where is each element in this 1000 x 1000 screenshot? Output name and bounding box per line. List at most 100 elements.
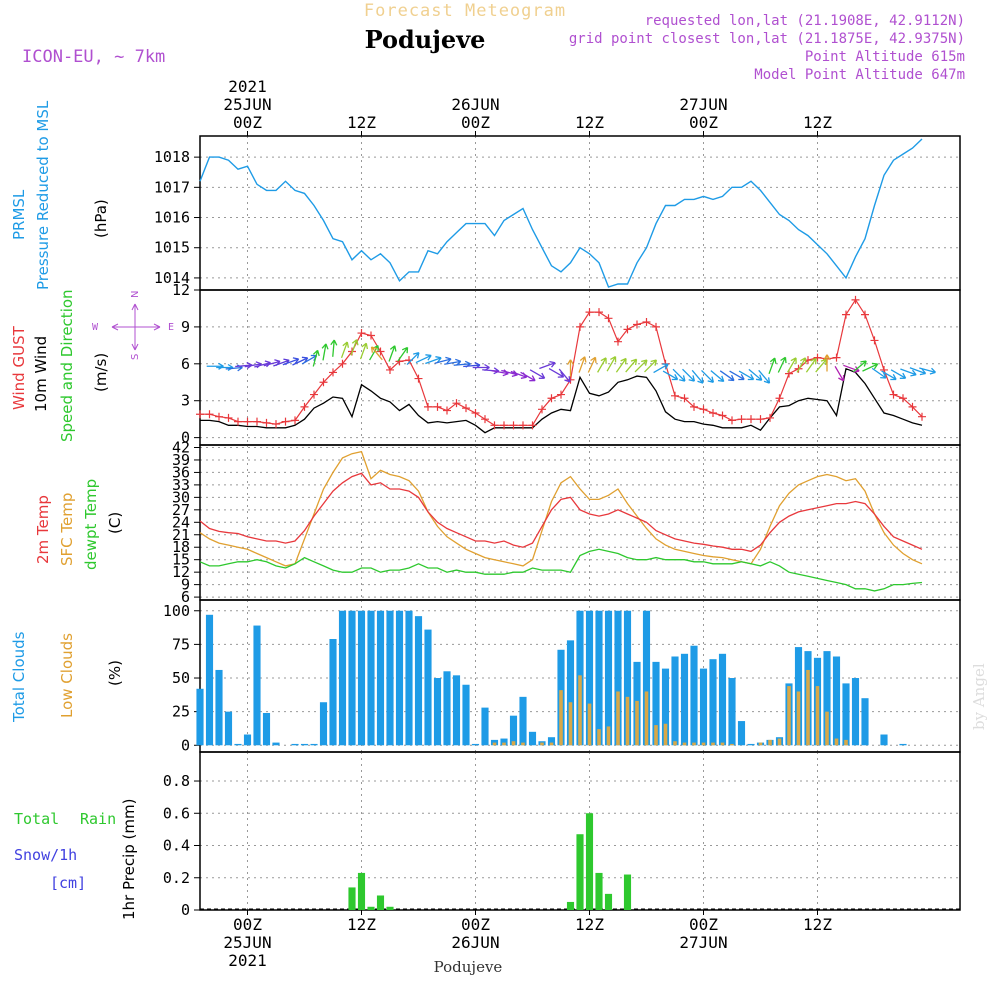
precip-bar xyxy=(367,906,375,910)
low-cloud-bar xyxy=(711,742,715,746)
gust-point-marker xyxy=(538,405,546,414)
total-cloud-bar xyxy=(338,610,347,746)
wind-direction-arrow xyxy=(606,356,617,372)
pressure-ytick-label: 1017 xyxy=(154,178,190,196)
low-cloud-bar xyxy=(834,738,839,746)
temp-ytick-label: 9 xyxy=(181,576,190,594)
low-cloud-bar xyxy=(521,742,525,746)
total-cloud-bar xyxy=(291,743,299,746)
wind-direction-arrow xyxy=(615,357,627,373)
clouds-unit: (%) xyxy=(106,660,124,686)
gust-point-marker xyxy=(424,402,432,411)
bottom-time-label: 00Z xyxy=(689,915,718,934)
total-cloud-bar xyxy=(699,668,708,746)
low-cloud-bar xyxy=(673,741,677,746)
temp-ytick-label: 12 xyxy=(172,563,190,581)
precip-bar xyxy=(566,901,575,910)
total-cloud-bar xyxy=(851,678,860,746)
low-cloud-bar xyxy=(502,742,506,746)
gust-point-marker xyxy=(557,390,565,399)
bottom-time-label: 00Z xyxy=(233,915,262,934)
low-cloud-bar xyxy=(720,742,725,746)
gust-point-marker xyxy=(291,416,299,425)
wind-direction-arrow xyxy=(406,352,420,366)
temp-side-labels: 2m Temp SFC Temp dewpt Temp (C) xyxy=(34,479,124,570)
gust-point-marker xyxy=(899,394,907,403)
snow-cm-label: [cm] xyxy=(50,874,86,892)
top-time-label: 27JUN xyxy=(679,95,727,114)
forecast-title: Forecast Meteogram xyxy=(364,1,566,21)
low-cloud-bar xyxy=(730,743,734,746)
gust-point-marker xyxy=(300,402,309,411)
total-cloud-bar xyxy=(880,734,888,746)
bottom-location: Podujeve xyxy=(434,958,503,976)
total-cloud-bar xyxy=(215,669,223,746)
wind-direction-arrow xyxy=(312,349,320,367)
gust-point-marker xyxy=(329,368,337,377)
gust-point-marker xyxy=(215,412,223,421)
temp-ytick-label: 39 xyxy=(172,451,190,469)
gust-point-marker xyxy=(509,421,518,430)
dewpt-label: dewpt Temp xyxy=(82,479,100,570)
total-cloud-bar xyxy=(585,610,594,746)
total-cloud-bar xyxy=(386,610,394,746)
total-cloud-bar xyxy=(253,625,261,746)
total-cloud-bar xyxy=(642,610,651,746)
gust-point-marker xyxy=(243,417,252,426)
gust-point-marker xyxy=(614,337,622,346)
precip-bar xyxy=(595,872,603,910)
total-cloud-bar xyxy=(547,737,556,746)
total-cloud-bar xyxy=(718,653,727,746)
pressure-side-labels: PRMSL Pressure Reduced to MSL (hPa) xyxy=(10,100,110,290)
gust-point-marker xyxy=(443,406,451,415)
temp-ytick-label: 24 xyxy=(172,513,190,531)
gust-point-marker xyxy=(851,295,860,304)
prmsl-label: PRMSL xyxy=(10,189,28,240)
temp-ytick-label: 27 xyxy=(172,501,190,519)
temp-ytick-label: 18 xyxy=(172,538,190,556)
total-cloud-bar xyxy=(452,675,461,746)
total-cloud-bar xyxy=(300,743,309,746)
low-cloud-bar xyxy=(578,675,582,746)
wind-direction-arrow xyxy=(815,358,828,373)
low-cloud-bar xyxy=(559,690,563,746)
snow-label: Snow/1h xyxy=(14,846,77,864)
sfc-temp-label: SFC Temp xyxy=(58,493,76,566)
gust-label: Wind GUST xyxy=(10,325,28,410)
plot-layer: 1014101510161017101803691269121518212427… xyxy=(154,77,961,970)
gust-point-marker xyxy=(281,417,290,426)
total-cloud-bar xyxy=(234,743,242,746)
total-cloud-bar xyxy=(747,743,755,746)
gust-point-marker xyxy=(357,329,366,338)
total-cloud-bar xyxy=(519,696,527,746)
low-cloud-bar xyxy=(625,696,630,746)
bottom-time-label: 12Z xyxy=(347,915,376,934)
gust-point-marker xyxy=(699,405,708,414)
gust-point-marker xyxy=(272,420,280,429)
total-cloud-bar xyxy=(196,688,204,746)
precip-bar xyxy=(604,893,613,910)
gust-point-marker xyxy=(253,417,261,426)
total-cloud-bar xyxy=(709,659,717,746)
total-cloud-bar xyxy=(614,610,622,746)
wind-direction-arrow xyxy=(719,370,735,382)
precip-total-label: Total xyxy=(14,810,59,828)
gust-point-marker xyxy=(728,416,736,425)
gust-point-marker xyxy=(766,413,774,422)
wind-direction-arrow xyxy=(729,370,745,381)
precip-bar xyxy=(576,834,584,910)
dewpoint-line xyxy=(199,548,923,592)
gust-point-marker xyxy=(338,359,347,368)
gust-point-marker xyxy=(490,421,499,430)
temp-ytick-label: 21 xyxy=(172,526,190,544)
gust-point-marker xyxy=(813,353,822,362)
gust-point-marker xyxy=(652,322,660,331)
location-title: Podujeve xyxy=(365,25,486,54)
total-cloud-bar xyxy=(500,738,508,746)
gust-point-marker xyxy=(709,409,717,418)
wind-direction-arrow xyxy=(662,370,679,381)
total-cloud-bar xyxy=(357,610,366,746)
model-altitude: Model Point Altitude 647m xyxy=(754,67,965,83)
wind-direction-arrow xyxy=(900,368,917,377)
